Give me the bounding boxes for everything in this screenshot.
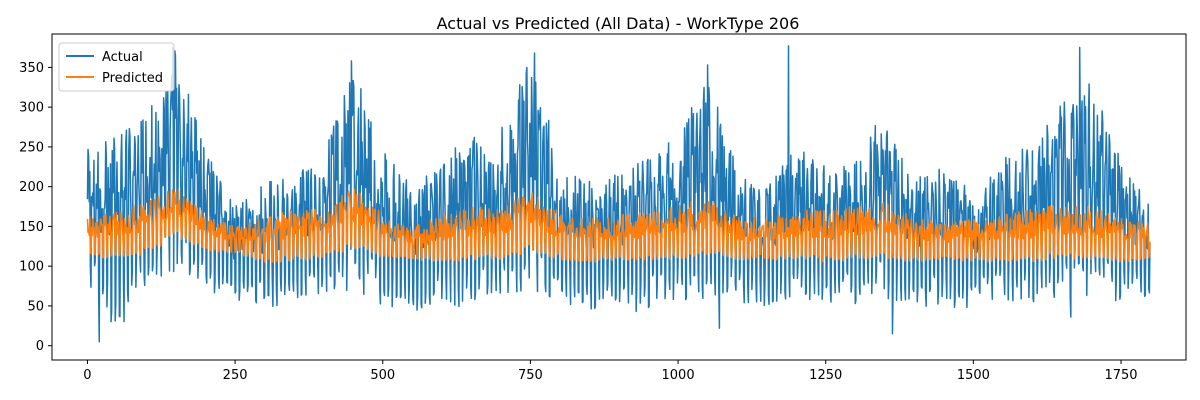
y-tick-label: 100	[19, 260, 44, 275]
y-tick-label: 50	[27, 299, 44, 314]
series-line-actual	[86, 45, 1151, 343]
y-axis: 0 50 100 150 200 250 300 350	[19, 61, 52, 354]
x-axis: 0 250 500 750 1000 1250 1500 1750	[83, 360, 1138, 383]
x-tick-label: 750	[518, 368, 543, 383]
x-tick-label: 1500	[957, 368, 990, 383]
chart-title: Actual vs Predicted (All Data) - WorkTyp…	[437, 14, 800, 33]
y-tick-label: 300	[19, 101, 44, 116]
legend-actual-label: Actual	[102, 50, 143, 65]
y-tick-label: 200	[19, 180, 44, 195]
x-tick-label: 1250	[809, 368, 842, 383]
y-tick-label: 0	[36, 339, 44, 354]
x-tick-label: 0	[83, 368, 91, 383]
x-tick-label: 500	[370, 368, 395, 383]
x-tick-label: 250	[223, 368, 248, 383]
y-tick-label: 150	[19, 220, 44, 235]
y-tick-label: 250	[19, 140, 44, 155]
y-tick-label: 350	[19, 61, 44, 76]
plot-frame	[51, 33, 1187, 361]
legend: Actual Predicted	[58, 42, 175, 92]
series-line-predicted	[86, 188, 1151, 263]
series-layer	[86, 45, 1151, 343]
x-tick-label: 1750	[1104, 368, 1137, 383]
legend-predicted-label: Predicted	[102, 71, 163, 86]
x-tick-label: 1000	[662, 368, 695, 383]
